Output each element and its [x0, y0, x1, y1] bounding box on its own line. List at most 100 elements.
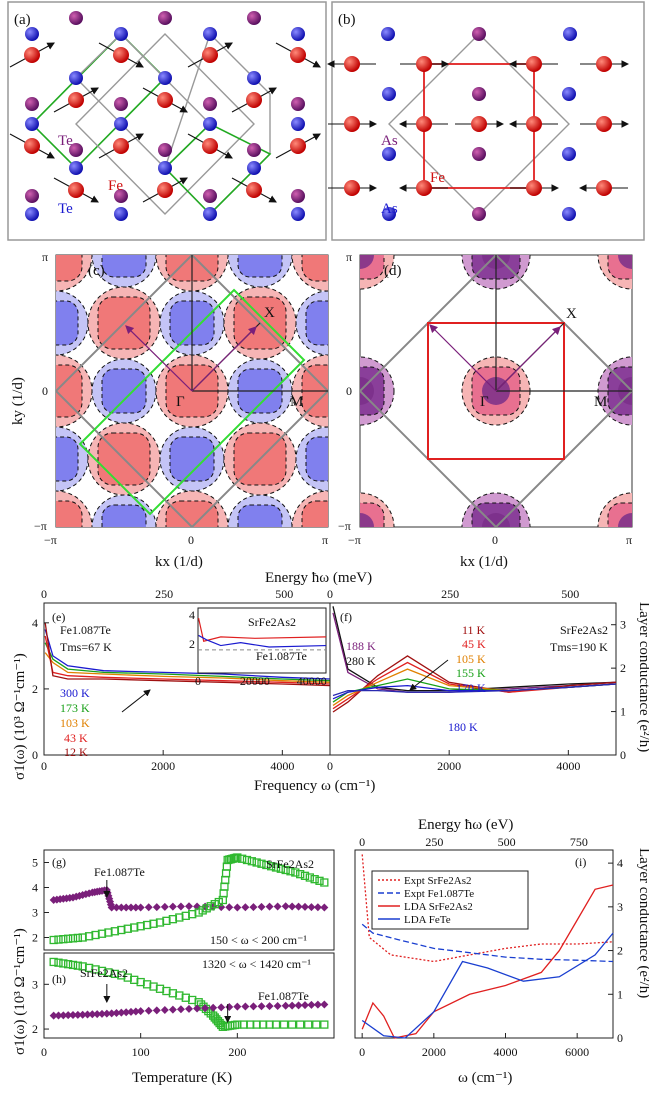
te-atom-blue	[114, 27, 128, 41]
panel-d: (d) Γ X M π 0 −π −π 0 π kx (1/d)	[338, 250, 633, 570]
fe-atom	[113, 138, 129, 154]
point-fe1-087te	[144, 1006, 153, 1015]
e-ytick-label: 4	[32, 616, 38, 630]
point-srfe2as2	[196, 1000, 206, 1009]
inset-xtick: 20000	[240, 674, 270, 688]
electron-pocket-inner	[169, 436, 215, 482]
g-ytick-label: 2	[32, 931, 38, 945]
as-atom-blue	[382, 147, 396, 161]
i-xtick-label: 6000	[565, 1045, 589, 1059]
as-atom-blue	[381, 27, 395, 41]
e-temp-173: 173 K	[60, 701, 90, 715]
i-ylabel: Layer conductance (e²/h)	[636, 848, 649, 998]
point-fe1-087te	[233, 1002, 242, 1011]
series-lda-srfe2as2	[361, 884, 614, 1039]
fe-atom	[596, 116, 612, 132]
i-ytick-label: 0	[617, 1031, 623, 1045]
series-expt-srfe2as2	[361, 854, 614, 963]
fe-atom	[290, 47, 306, 63]
e-ytick-label: 0	[32, 748, 38, 762]
point-srfe2as2	[49, 957, 58, 967]
point-srfe2as2	[271, 1020, 281, 1029]
hole-pocket-inner	[56, 500, 83, 527]
point-fe1-087te	[281, 902, 290, 911]
series-280-k	[332, 606, 617, 692]
point-fe1-087te	[152, 903, 161, 912]
point-srfe2as2	[73, 933, 82, 943]
point-fe1-087te	[144, 903, 153, 912]
te-atom-purple	[291, 97, 305, 111]
point-fe1-087te	[59, 1011, 68, 1020]
point-fe1-087te	[176, 1005, 185, 1014]
f-xtick-label: 2000	[437, 759, 461, 773]
pocket-core	[618, 255, 632, 269]
fe-atom	[526, 116, 542, 132]
d-xtick-pi: π	[626, 533, 632, 547]
i-top-tick: 250	[425, 835, 443, 849]
panel-d-label: (d)	[384, 263, 402, 279]
te-atom-purple	[25, 189, 39, 203]
gamma-d: Γ	[480, 394, 489, 410]
point-fe1-087te	[217, 1003, 226, 1012]
m-point-d: M	[594, 394, 607, 410]
f-top-tick: 250	[441, 587, 459, 601]
point-fe1-087te	[301, 902, 309, 911]
pocket-core	[482, 513, 510, 527]
fe-atom	[157, 92, 173, 108]
panel-i-label: (i)	[575, 855, 586, 869]
c-ylabel: ky (1/d)	[10, 377, 26, 425]
point-fe1-087te	[127, 1007, 135, 1016]
point-fe1-087te	[185, 902, 193, 911]
c-xtick-0: 0	[188, 533, 194, 547]
electron-pocket-inner	[101, 368, 147, 414]
panel-f-label: (f)	[340, 610, 352, 624]
hole-pocket-inner	[56, 255, 83, 282]
point-srfe2as2	[279, 1020, 289, 1029]
te-atom-purple	[203, 189, 217, 203]
point-fe1-087te	[73, 1010, 82, 1019]
electron-pocket-inner	[56, 436, 79, 482]
point-srfe2as2	[54, 935, 63, 944]
point-fe1-087te	[273, 1001, 282, 1010]
fe-atom	[344, 180, 360, 196]
as-atom-blue	[563, 27, 577, 41]
te-atom-purple	[114, 189, 128, 203]
as-atom-purple	[472, 27, 486, 41]
fe-atom	[344, 116, 360, 132]
f-ylabel: Layer conductance (e²/h)	[636, 602, 649, 752]
pocket-core	[360, 377, 374, 405]
point-fe1-087te	[265, 902, 274, 911]
e-top-tick: 500	[275, 587, 293, 601]
series-43-k	[44, 635, 331, 685]
as-atom-blue	[562, 147, 576, 161]
panel-f: 0 2000 4000 0 1 2 3 0 250 500 (f) SrFe2As2 Tms=19…	[327, 587, 649, 773]
inset-label-sr: SrFe2As2	[248, 615, 296, 629]
point-fe1-087te	[54, 1011, 63, 1020]
panel-e-label: (e)	[52, 610, 65, 624]
point-srfe2as2	[222, 862, 232, 871]
h-xtick-label: 100	[132, 1045, 150, 1059]
h-xtick-label: 0	[41, 1045, 47, 1059]
point-srfe2as2	[287, 1020, 297, 1029]
f-temp-45: 45 K	[462, 637, 486, 651]
g-label-fe: Fe1.087Te	[94, 865, 145, 879]
te-atom-blue	[114, 117, 128, 131]
point-fe1-087te	[49, 1011, 58, 1020]
series-180-k	[332, 683, 617, 697]
point-srfe2as2	[242, 855, 252, 865]
d-ytick-pi: π	[346, 250, 352, 264]
fe-atom	[202, 47, 218, 63]
f-ytick-label: 1	[620, 705, 626, 719]
point-fe1-087te	[122, 1008, 131, 1017]
te-atom-blue	[247, 71, 261, 85]
point-srfe2as2	[221, 875, 230, 885]
as-atom-blue	[382, 207, 396, 221]
point-fe1-087te	[320, 903, 329, 912]
point-srfe2as2	[220, 882, 229, 891]
te-atom-blue	[203, 117, 217, 131]
te-atom-blue	[158, 71, 172, 85]
te-atom-purple	[158, 11, 172, 25]
point-srfe2as2	[304, 1020, 313, 1029]
inset-sr-line	[197, 617, 327, 642]
point-srfe2as2	[68, 934, 78, 943]
